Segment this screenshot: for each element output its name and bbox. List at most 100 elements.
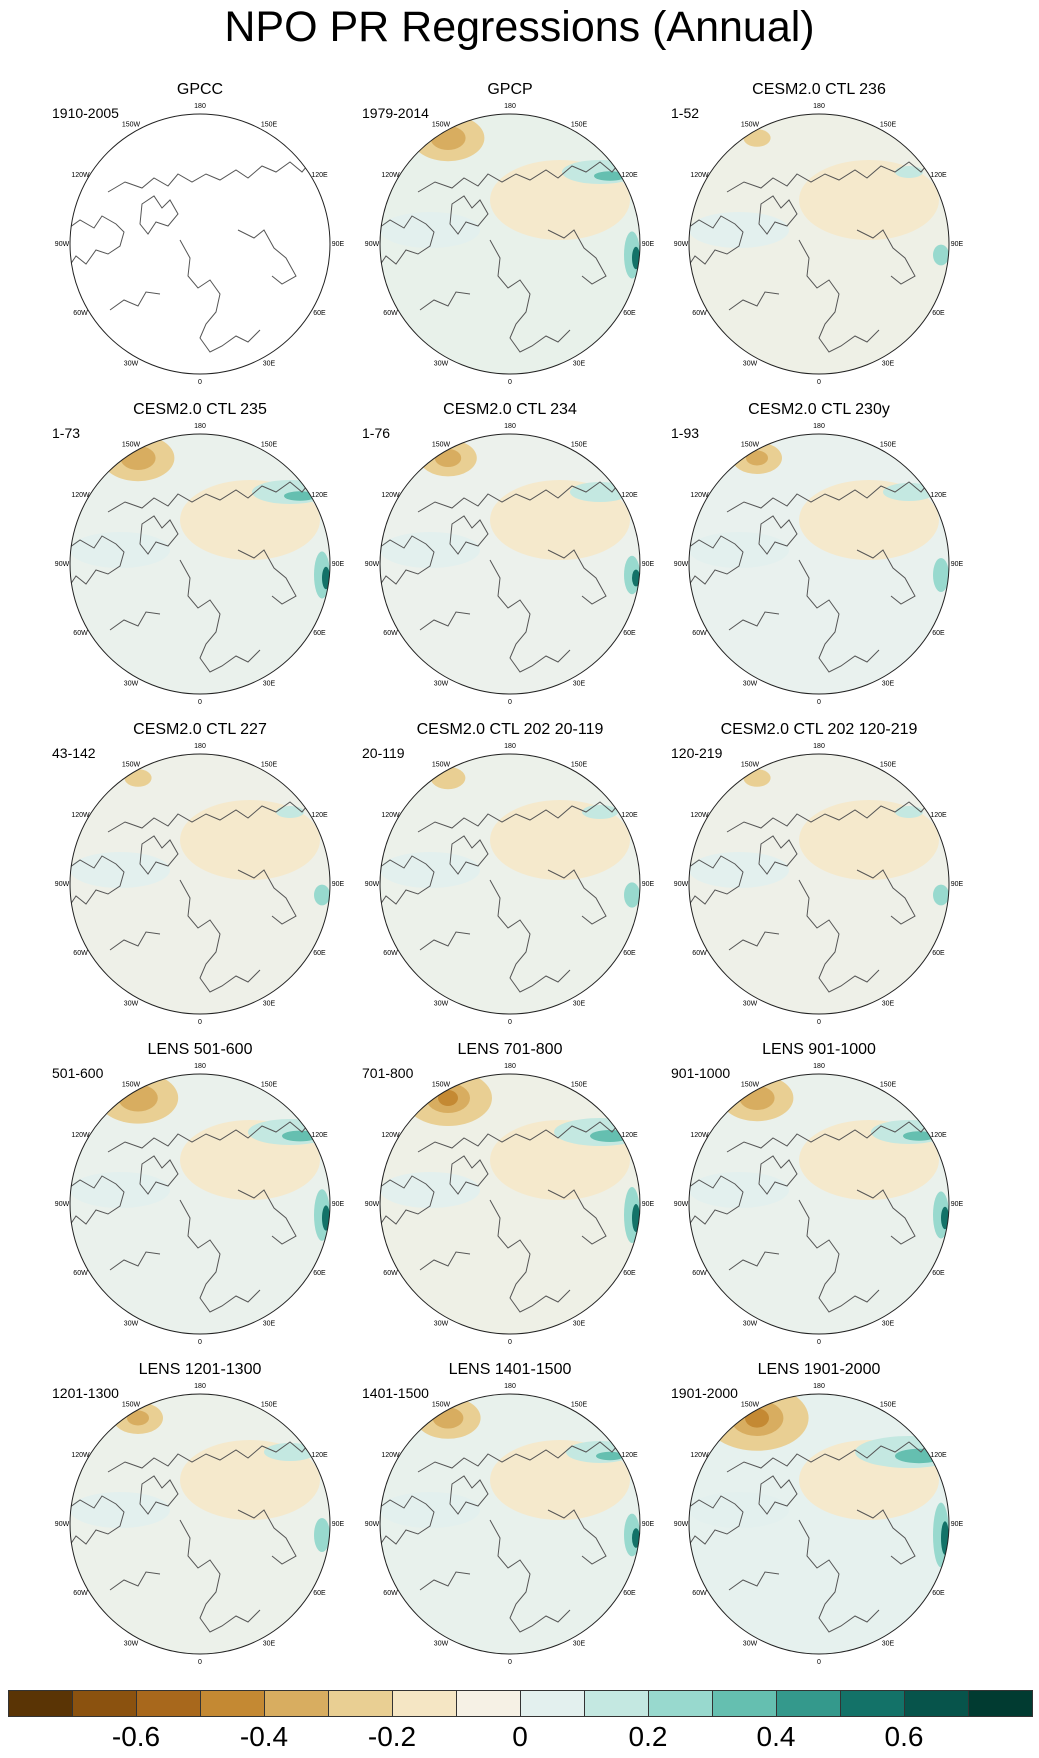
longitude-label: 60W bbox=[692, 1270, 707, 1277]
coastline bbox=[417, 159, 631, 193]
longitude-label: 90W bbox=[365, 1521, 380, 1528]
pacific-dry-anomaly-core bbox=[746, 450, 768, 466]
longitude-label: 60W bbox=[692, 1590, 707, 1597]
india-wet-anomaly-core bbox=[632, 1528, 640, 1548]
pacific-dry-anomaly-peak bbox=[438, 1090, 458, 1106]
colorbar-tick-label: 0.6 bbox=[884, 1721, 924, 1752]
longitude-label: 120E bbox=[311, 172, 328, 179]
coastline bbox=[798, 239, 880, 353]
coastline bbox=[70, 855, 125, 909]
coastline bbox=[758, 1155, 798, 1195]
longitude-label: 60W bbox=[692, 630, 707, 637]
longitude-label: 90W bbox=[674, 561, 689, 568]
colorbar-segment bbox=[904, 1690, 969, 1717]
longitude-label: 0 bbox=[817, 1339, 821, 1346]
longitude-label: 90E bbox=[332, 881, 345, 888]
longitude-label: 30W bbox=[434, 1641, 449, 1648]
longitude-label: 30W bbox=[743, 1321, 758, 1328]
coastline bbox=[107, 159, 321, 193]
india-wet-anomaly bbox=[314, 1518, 330, 1552]
panel-period: 1-73 bbox=[52, 425, 81, 441]
longitude-label: 150E bbox=[261, 1402, 278, 1409]
coastline bbox=[689, 1175, 744, 1229]
longitude-label: 90E bbox=[951, 241, 964, 248]
panel-title: LENS 901-1000 bbox=[762, 1041, 876, 1058]
atlantic-wet-band bbox=[70, 852, 170, 888]
coastline bbox=[380, 1495, 435, 1549]
longitude-label: 60E bbox=[932, 950, 945, 957]
india-wet-anomaly-core bbox=[632, 246, 640, 270]
longitude-label: 150E bbox=[261, 122, 278, 129]
colorbar-segment bbox=[200, 1690, 265, 1717]
east-asia-wet-anomaly-core bbox=[594, 171, 626, 181]
polar-map: 180 150E 120E 90E 60E 30E 0 30W 60W 90W 120W 150W bbox=[674, 423, 964, 706]
polar-map: 180 150E 120E 90E 60E 30E 0 30W 60W 90W 120W 150W bbox=[674, 1063, 964, 1346]
panel-period: 120-219 bbox=[671, 745, 723, 761]
colorbar-segment bbox=[968, 1690, 1033, 1717]
coastline bbox=[547, 229, 607, 285]
polar-map: 180 150E 120E 90E 60E 30E 0 30W 60W 90W 120W 150W bbox=[674, 1383, 964, 1666]
longitude-label: 120E bbox=[621, 492, 638, 499]
coastline bbox=[380, 215, 435, 269]
east-asia-wet-anomaly bbox=[895, 806, 923, 818]
longitude-label: 30E bbox=[573, 1641, 586, 1648]
longitude-label: 150E bbox=[261, 762, 278, 769]
longitude-label: 90E bbox=[951, 881, 964, 888]
coastline bbox=[689, 535, 744, 589]
longitude-label: 120W bbox=[690, 1132, 709, 1139]
map-panel: CESM2.0 CTL 230y 180 150E 120E 90E 60E 30E 0 30W… bbox=[669, 400, 969, 706]
longitude-label: 90W bbox=[55, 881, 70, 888]
colorbar-segment bbox=[328, 1690, 393, 1717]
panel-title: LENS 701-800 bbox=[457, 1041, 563, 1058]
panel-period: 901-1000 bbox=[671, 1065, 731, 1081]
longitude-label: 120E bbox=[930, 1132, 947, 1139]
longitude-label: 150W bbox=[741, 1082, 760, 1089]
longitude-label: 120W bbox=[381, 492, 400, 499]
coastline bbox=[179, 1519, 261, 1633]
coastline bbox=[109, 1571, 161, 1591]
longitude-label: 180 bbox=[194, 103, 206, 110]
longitude-label: 150E bbox=[880, 122, 897, 129]
longitude-label: 150W bbox=[741, 762, 760, 769]
map-border bbox=[688, 433, 950, 695]
coastline bbox=[489, 559, 571, 673]
coastline bbox=[856, 229, 916, 285]
coastline bbox=[758, 195, 798, 235]
colorbar-tick-label: 0.2 bbox=[628, 1721, 668, 1752]
longitude-label: 150W bbox=[122, 1402, 141, 1409]
map-panel: LENS 501-600 180 150E 120E 90E 60E 30E 0 30W 60W 9… bbox=[50, 1040, 350, 1346]
pacific-dry-anomaly-core bbox=[127, 1410, 149, 1426]
coastline bbox=[237, 229, 297, 285]
longitude-label: 120W bbox=[71, 1452, 90, 1459]
coastline bbox=[237, 549, 297, 605]
longitude-label: 180 bbox=[194, 1383, 206, 1390]
longitude-label: 90W bbox=[674, 881, 689, 888]
panel-title: CESM2.0 CTL 235 bbox=[133, 401, 267, 418]
coastline bbox=[70, 1175, 125, 1229]
longitude-label: 120W bbox=[690, 1452, 709, 1459]
coastline bbox=[417, 1439, 631, 1473]
longitude-label: 150E bbox=[571, 762, 588, 769]
longitude-label: 30E bbox=[263, 1641, 276, 1648]
coastline bbox=[237, 1509, 297, 1565]
panel-title: GPCC bbox=[176, 81, 224, 98]
longitude-label: 90E bbox=[332, 561, 345, 568]
longitude-label: 120E bbox=[311, 1132, 328, 1139]
coastline bbox=[107, 799, 321, 833]
longitude-label: 120W bbox=[71, 812, 90, 819]
longitude-label: 90E bbox=[642, 1521, 655, 1528]
map-border bbox=[69, 1393, 331, 1655]
panel-title: LENS 1401-1500 bbox=[448, 1361, 572, 1378]
longitude-label: 60W bbox=[383, 310, 398, 317]
longitude-label: 0 bbox=[817, 1019, 821, 1026]
east-asia-wet-anomaly bbox=[264, 1443, 316, 1461]
map-panel: CESM2.0 CTL 235 180 150E 120E 90E 60E 30E 0 30W 6… bbox=[50, 400, 350, 706]
longitude-label: 120W bbox=[71, 1132, 90, 1139]
longitude-label: 0 bbox=[817, 379, 821, 386]
longitude-label: 150W bbox=[741, 122, 760, 129]
longitude-label: 60W bbox=[383, 1270, 398, 1277]
longitude-label: 120E bbox=[311, 1452, 328, 1459]
longitude-label: 30E bbox=[263, 361, 276, 368]
coastline bbox=[449, 1155, 489, 1195]
panel-period: 1401-1500 bbox=[362, 1385, 429, 1401]
